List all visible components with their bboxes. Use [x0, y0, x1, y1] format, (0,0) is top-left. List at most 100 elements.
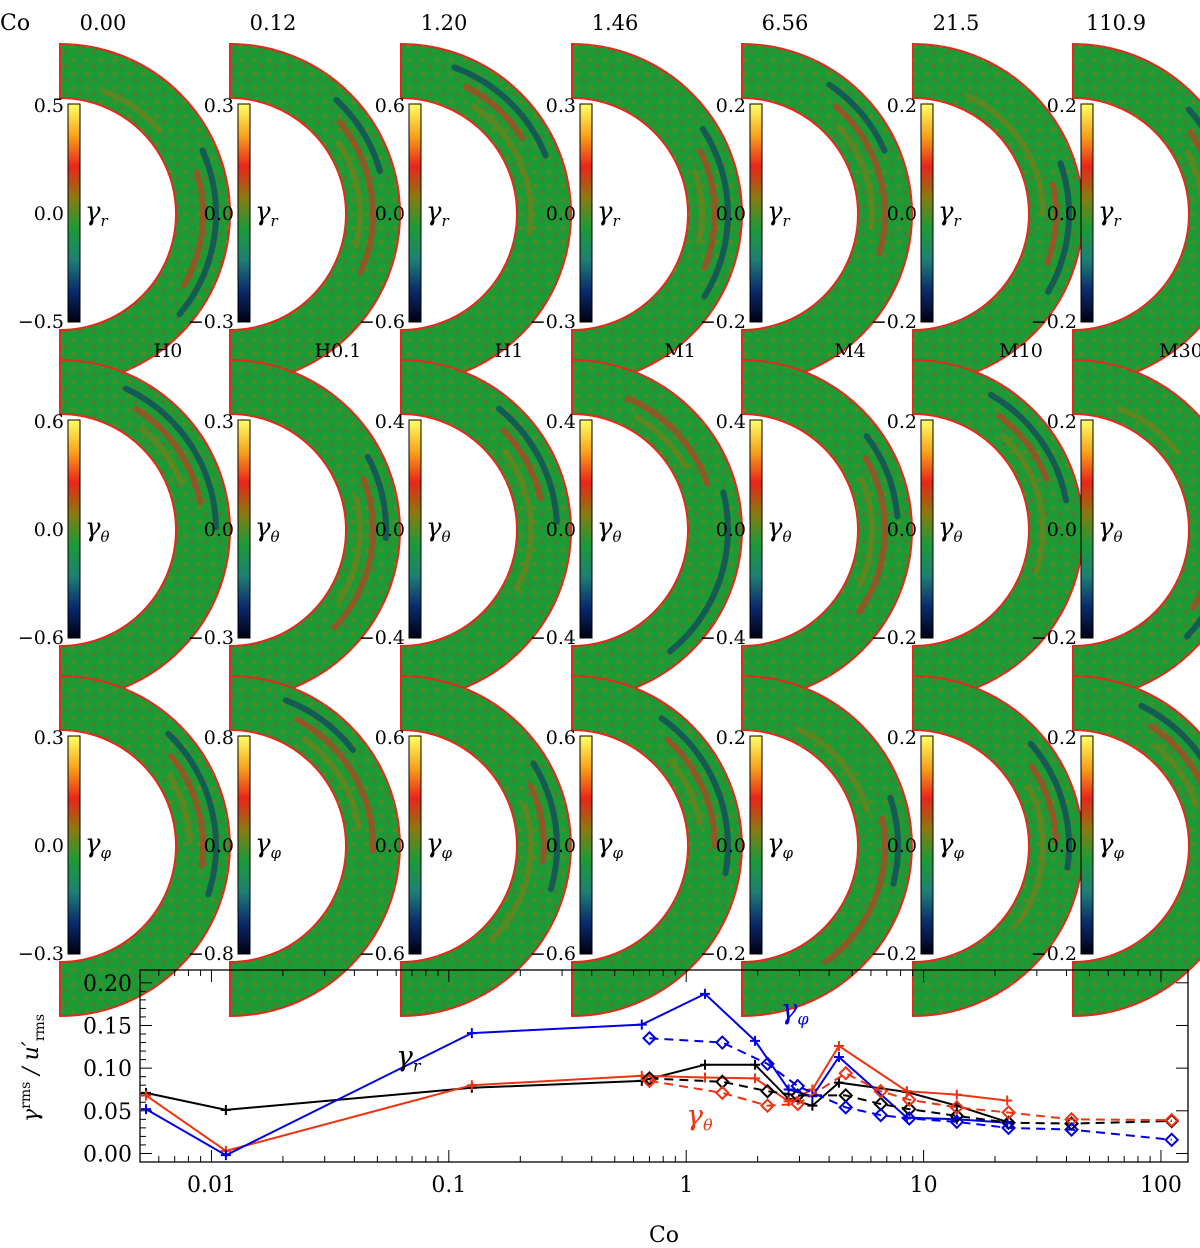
shell-structure [451, 64, 549, 159]
point-marker [760, 1056, 775, 1072]
colorbar-tick-label: 0.0 [887, 519, 917, 541]
shell-structure [1000, 433, 1046, 576]
colorbar-tick-label: 0.0 [716, 835, 746, 857]
colorbar [237, 103, 251, 323]
shell-structure [138, 425, 185, 487]
shell-texture [572, 44, 742, 384]
shell-structure [168, 753, 206, 869]
point-marker [760, 1098, 775, 1114]
y-tick-label: 0.15 [83, 1014, 132, 1039]
shell-structure [634, 414, 689, 470]
colorbar-tick-label: −0.3 [18, 943, 64, 965]
point-marker [949, 1099, 965, 1115]
colorbar [920, 419, 934, 639]
colorbar-tick-label: −0.5 [18, 311, 64, 333]
point-marker [642, 1073, 657, 1089]
series-line [649, 1037, 1172, 1141]
run-name-label: H1 [495, 340, 524, 362]
series-line [145, 1063, 1008, 1123]
shell-structure [132, 405, 204, 506]
shell-structure [1027, 740, 1072, 871]
colorbar-tick-label: −0.4 [530, 627, 576, 649]
point-marker [833, 1040, 844, 1051]
panel-r3-c3: 0.6 0.0 −0.6 γφ [359, 674, 572, 1018]
component-label: γr [1098, 197, 1122, 230]
x-tick-label: 10 [910, 1173, 938, 1198]
colorbar-tick-label: −0.2 [871, 627, 917, 649]
point-marker [1064, 1111, 1079, 1127]
colorbar [1080, 735, 1094, 955]
component-label: γφ [938, 829, 965, 862]
shell-texture [742, 676, 912, 1016]
colorbar [749, 419, 763, 639]
colorbar-tick-label: 0.3 [546, 95, 576, 117]
point-marker [807, 1100, 818, 1111]
point-marker [141, 1090, 152, 1101]
run-name-label: M4 [834, 340, 866, 362]
component-label-base: γ [85, 829, 101, 859]
colorbar-tick-label: 0.2 [716, 95, 746, 117]
component-label: γφ [597, 829, 624, 862]
y-axis-label: γrms / u′rms [18, 1014, 48, 1122]
colorbar [67, 103, 81, 323]
y-label-part: rms [32, 1014, 48, 1041]
shell-structure [1116, 405, 1180, 455]
point-marker [783, 1084, 794, 1095]
series-annotation: γr [396, 1040, 422, 1076]
component-label-sub: φ [613, 844, 624, 862]
colorbar-tick-label: 0.2 [887, 95, 917, 117]
colorbar-tick-label: 0.3 [34, 727, 64, 749]
y-tick-label: 0.10 [83, 1057, 132, 1082]
panel-r3-c5: 0.2 0.0 −0.2 γφ [700, 674, 913, 1018]
colorbar-tick-label: −0.3 [530, 311, 576, 333]
component-label-base: γ [255, 829, 271, 859]
series-annotation-base: γ [781, 993, 798, 1026]
colorbar-tick-label: −0.2 [1031, 627, 1077, 649]
shell-structure [1012, 783, 1046, 930]
shell-structure [336, 495, 363, 604]
series-annotation-sub: φ [797, 1010, 809, 1029]
shell-structure [282, 697, 356, 753]
panel-r3-c2: 0.8 0.0 −0.8 γφ [188, 674, 401, 1018]
component-label-base: γ [426, 513, 442, 543]
colorbar-tick-label: 0.0 [204, 519, 234, 541]
shell-structure [462, 83, 526, 142]
point-marker [141, 1104, 152, 1115]
component-label-base: γ [85, 197, 101, 227]
colorbar-tick-label: 0.0 [34, 519, 64, 541]
component-label-sub: θ [271, 528, 280, 546]
component-label-sub: φ [271, 844, 282, 862]
series-annotation: γφ [781, 993, 810, 1029]
y-label-part: u′ [19, 1041, 44, 1060]
point-marker [833, 1052, 844, 1063]
shell-structure [180, 169, 206, 289]
component-label-base: γ [426, 829, 442, 859]
colorbar-tick-label: 0.0 [375, 519, 405, 541]
shell-structure [996, 412, 1050, 482]
shell-structure [667, 757, 704, 827]
point-marker [700, 1072, 710, 1083]
component-label: γr [767, 197, 791, 230]
panel-r1-c5: 0.2 0.0 −0.2 γr [700, 42, 913, 386]
shell-structure [331, 475, 376, 631]
component-label: γθ [597, 513, 622, 546]
component-label-base: γ [938, 829, 954, 859]
colorbar-tick-label: −0.8 [188, 943, 234, 965]
point-marker [949, 1114, 965, 1130]
panel-r1-c4: 0.3 0.0 −0.3 γr [530, 42, 743, 386]
colorbar-tick-label: −0.6 [18, 627, 64, 649]
shell-structure [658, 715, 731, 877]
shell-structure [1044, 181, 1059, 266]
point-marker [901, 1092, 917, 1108]
shell-structure [691, 168, 705, 245]
shell-structure [1138, 702, 1200, 761]
point-marker [714, 1035, 730, 1050]
colorbar-tick-label: 0.0 [546, 203, 576, 225]
point-marker [873, 1083, 889, 1099]
shell-structure [527, 782, 547, 864]
y-label-part: γ [19, 1108, 44, 1122]
shell-structure [624, 395, 711, 487]
panel-r3-c4: 0.6 0.0 −0.6 γφ [530, 674, 743, 1018]
co-value-label: 6.56 [762, 11, 809, 35]
panel-r2-c4: 0.4 0.0 −0.4 γθ [530, 358, 743, 702]
